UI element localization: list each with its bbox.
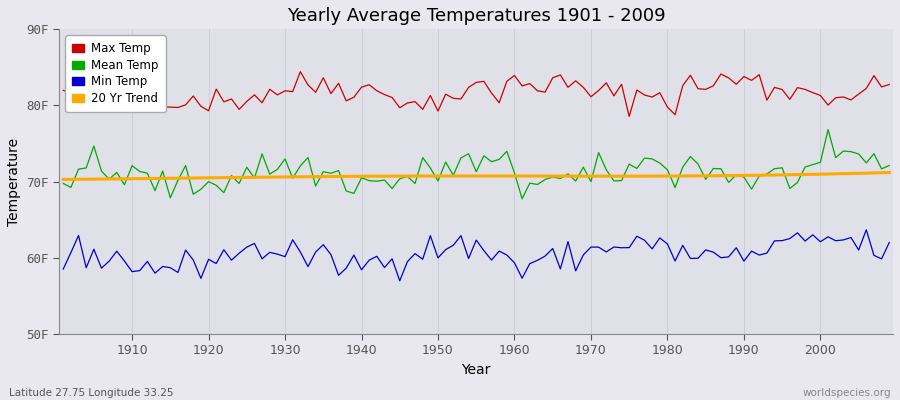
Mean Temp (884, 163, 895, 168)
Mean Temp (823, 127, 833, 132)
20 Yr Trend (601, 174, 612, 178)
Mean Temp (501, 149, 512, 154)
Min Temp (509, 260, 520, 265)
Min Temp (58, 267, 68, 272)
Min Temp (394, 278, 405, 283)
Min Temp (287, 237, 298, 242)
Mean Temp (58, 181, 68, 186)
Mean Temp (119, 182, 130, 187)
Max Temp (884, 82, 895, 87)
20 Yr Trend (333, 174, 344, 179)
Max Temp (287, 89, 298, 94)
Max Temp (295, 69, 306, 74)
Max Temp (58, 88, 68, 93)
Line: Mean Temp: Mean Temp (63, 130, 889, 199)
Mean Temp (509, 170, 520, 175)
Min Temp (517, 276, 527, 281)
Min Temp (884, 240, 895, 245)
20 Yr Trend (884, 170, 895, 175)
Text: Latitude 27.75 Longitude 33.25: Latitude 27.75 Longitude 33.25 (9, 388, 174, 398)
X-axis label: Year: Year (462, 363, 490, 377)
Max Temp (341, 98, 352, 103)
Max Temp (517, 84, 527, 88)
20 Yr Trend (509, 174, 520, 178)
Max Temp (119, 106, 130, 111)
Max Temp (624, 114, 634, 119)
20 Yr Trend (287, 174, 298, 179)
Min Temp (333, 273, 344, 278)
Line: 20 Yr Trend: 20 Yr Trend (63, 172, 889, 179)
Max Temp (509, 73, 520, 78)
20 Yr Trend (58, 177, 68, 182)
Min Temp (861, 227, 872, 232)
Max Temp (608, 94, 619, 98)
Mean Temp (333, 168, 344, 173)
Mean Temp (608, 178, 619, 183)
20 Yr Trend (501, 174, 512, 178)
Mean Temp (287, 176, 298, 180)
Mean Temp (517, 196, 527, 201)
Line: Max Temp: Max Temp (63, 72, 889, 116)
Text: worldspecies.org: worldspecies.org (803, 388, 891, 398)
Legend: Max Temp, Mean Temp, Min Temp, 20 Yr Trend: Max Temp, Mean Temp, Min Temp, 20 Yr Tre… (66, 35, 166, 112)
20 Yr Trend (119, 176, 130, 181)
Line: Min Temp: Min Temp (63, 230, 889, 281)
Title: Yearly Average Temperatures 1901 - 2009: Yearly Average Temperatures 1901 - 2009 (287, 7, 665, 25)
Min Temp (608, 244, 619, 249)
Y-axis label: Temperature: Temperature (7, 138, 21, 226)
Min Temp (119, 258, 130, 263)
